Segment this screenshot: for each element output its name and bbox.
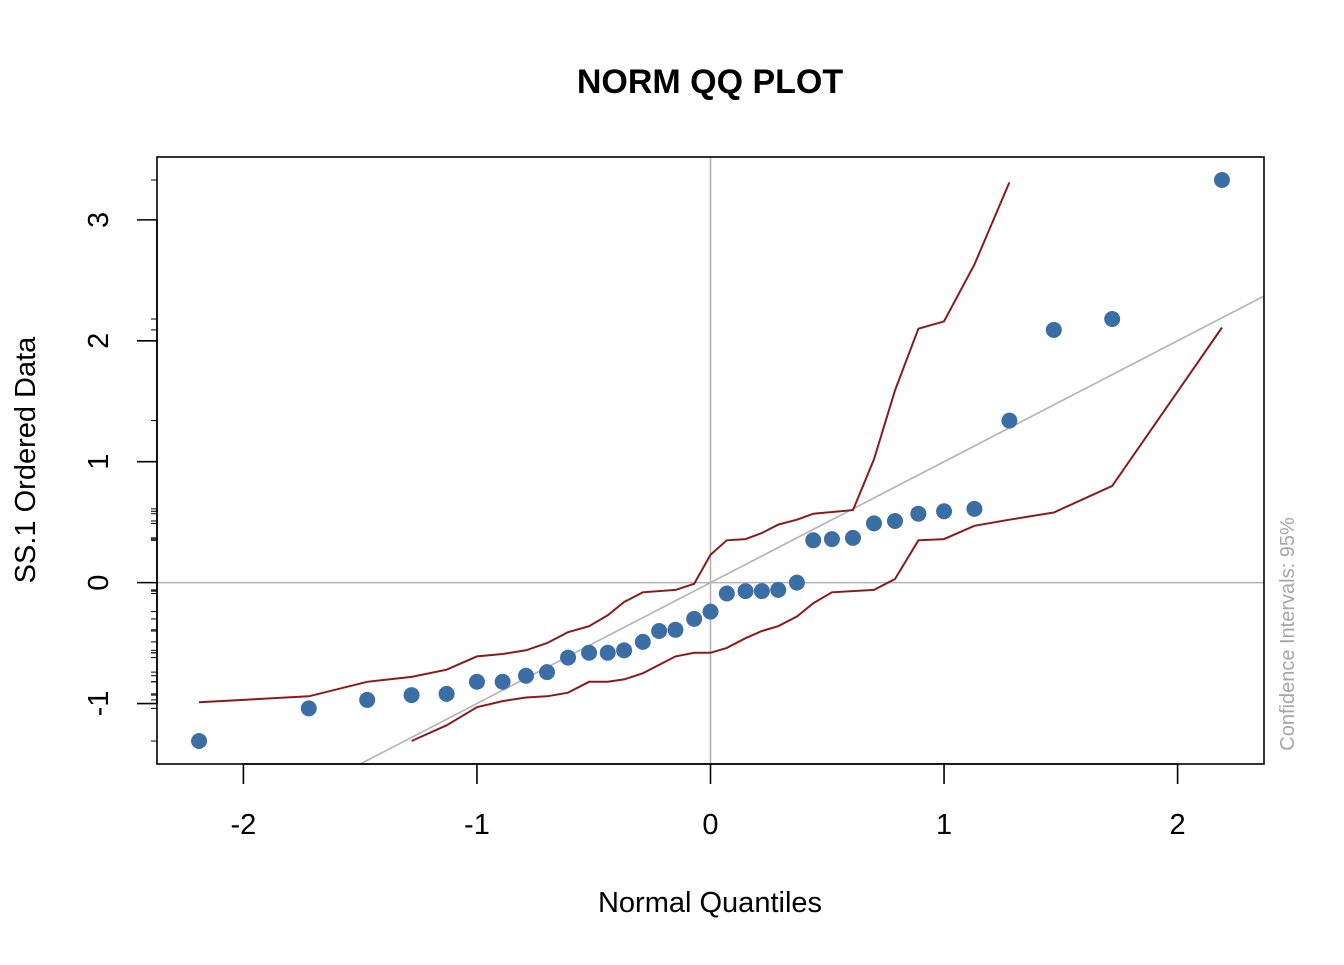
data-point bbox=[966, 500, 983, 517]
data-point bbox=[581, 644, 598, 661]
data-point bbox=[753, 583, 770, 600]
data-point bbox=[560, 649, 577, 666]
data-point bbox=[494, 673, 511, 690]
data-point bbox=[1001, 412, 1018, 429]
data-point bbox=[438, 685, 455, 702]
data-point bbox=[887, 512, 903, 529]
data-point bbox=[667, 621, 684, 638]
x-tick-label: 2 bbox=[1170, 809, 1186, 841]
data-point bbox=[191, 733, 208, 750]
y-tick-label: 0 bbox=[83, 575, 115, 591]
data-point bbox=[936, 503, 953, 520]
plot-content bbox=[157, 157, 1264, 764]
data-point bbox=[1213, 171, 1230, 188]
y-tick-label: 1 bbox=[83, 454, 115, 470]
data-point bbox=[1045, 321, 1062, 338]
ci-upper-line bbox=[198, 182, 1011, 704]
x-tick-label: 0 bbox=[702, 809, 718, 841]
data-point bbox=[737, 583, 754, 600]
data-point bbox=[359, 691, 376, 708]
data-point bbox=[865, 515, 882, 532]
x-axis: -2 -1 0 1 2 bbox=[231, 763, 1186, 841]
data-point bbox=[634, 633, 651, 650]
data-point bbox=[651, 622, 668, 639]
x-tick-label: 1 bbox=[936, 809, 952, 841]
ci-lower-line bbox=[411, 326, 1223, 742]
x-tick-label: -2 bbox=[231, 809, 257, 841]
y-axis: -1 0 1 2 3 bbox=[83, 179, 158, 742]
data-point bbox=[844, 529, 861, 546]
x-tick-label: -1 bbox=[464, 809, 490, 841]
data-point bbox=[702, 603, 719, 620]
qq-fit-line bbox=[358, 295, 1264, 764]
data-point bbox=[823, 531, 840, 548]
chart-title: NORM QQ PLOT bbox=[577, 63, 844, 101]
data-point bbox=[686, 610, 703, 627]
y-axis-label: SS.1 Ordered Data bbox=[10, 336, 42, 583]
data-point bbox=[468, 673, 485, 690]
y-tick-label: 2 bbox=[83, 333, 115, 349]
data-point bbox=[599, 644, 616, 661]
data-point bbox=[539, 664, 556, 681]
data-point bbox=[1104, 311, 1121, 328]
y-tick-label: 3 bbox=[83, 212, 115, 228]
y-tick-label: -1 bbox=[83, 691, 115, 717]
data-point bbox=[616, 642, 633, 659]
data-point bbox=[910, 505, 927, 522]
confidence-interval-note: Confidence Intervals: 95% bbox=[1277, 517, 1299, 751]
data-point bbox=[770, 581, 787, 598]
data-point bbox=[718, 585, 735, 602]
data-point bbox=[518, 667, 534, 684]
data-point bbox=[403, 687, 420, 704]
x-axis-label: Normal Quantiles bbox=[598, 887, 822, 919]
data-point bbox=[788, 574, 805, 591]
data-point bbox=[805, 532, 822, 549]
data-point bbox=[300, 700, 317, 717]
